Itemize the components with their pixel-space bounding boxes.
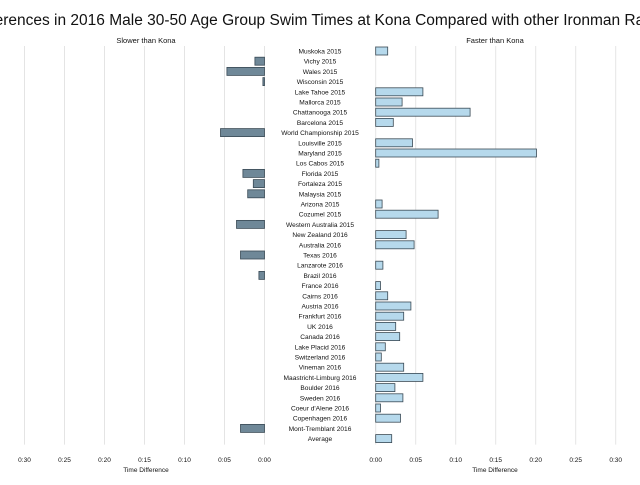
category-label: Maryland 2015: [298, 151, 342, 158]
category-label: Canada 2016: [300, 334, 340, 341]
category-label: Texas 2016: [303, 253, 337, 260]
category-label: Coeur d'Alene 2016: [291, 406, 349, 413]
bar-faster: [375, 434, 393, 444]
bar-faster: [375, 230, 407, 240]
category-label: Boulder 2016: [300, 385, 340, 392]
right-xlabel: Time Difference: [472, 467, 518, 474]
category-label: Vineman 2016: [299, 365, 342, 372]
category-label: Austria 2016: [301, 304, 338, 311]
bar-faster: [375, 362, 405, 372]
bar-faster: [375, 321, 397, 331]
left-tick-label: 0:25: [58, 457, 71, 464]
bar-faster: [375, 87, 424, 97]
category-label: Muskoka 2015: [299, 49, 342, 56]
category-label: Barcelona 2015: [297, 120, 344, 127]
category-label: Average: [308, 436, 333, 443]
left-tick-label: 0:05: [218, 457, 231, 464]
right-tick-label: 0:30: [609, 457, 622, 464]
left-xlabel: Time Difference: [123, 467, 169, 474]
bar-faster: [375, 403, 381, 413]
bar-slower: [236, 219, 265, 229]
right-tick-label: 0:00: [369, 457, 382, 464]
category-label: Fortaleza 2015: [298, 181, 342, 188]
left-tick-label: 0:00: [258, 457, 271, 464]
category-label: Florida 2015: [302, 171, 339, 178]
bar-faster: [375, 352, 382, 362]
bar-faster: [375, 199, 383, 209]
bar-slower: [258, 270, 265, 280]
bar-faster: [375, 107, 471, 117]
category-label: Los Cabos 2015: [296, 161, 344, 168]
category-label: Lanzarote 2016: [297, 263, 343, 270]
bar-faster: [375, 158, 380, 168]
category-label: Maastricht-Limburg 2016: [284, 375, 357, 382]
category-label: Brazil 2016: [304, 273, 337, 280]
right-tick-label: 0:20: [529, 457, 542, 464]
category-label: New Zealand 2016: [292, 232, 348, 239]
bar-faster: [375, 148, 537, 158]
bar-slower: [254, 56, 265, 66]
bar-faster: [375, 97, 403, 107]
right-tick-label: 0:10: [449, 457, 462, 464]
left-subtitle: Slower than Kona: [116, 36, 176, 45]
left-tick-label: 0:10: [178, 457, 191, 464]
bar-faster: [375, 311, 405, 321]
bar-slower: [242, 168, 265, 178]
bar-faster: [375, 413, 401, 423]
category-label: Arizona 2015: [301, 202, 340, 209]
chart-title: Differences in 2016 Male 30-50 Age Group…: [0, 12, 640, 29]
left-tick-label: 0:20: [98, 457, 111, 464]
bar-faster: [375, 301, 412, 311]
right-subtitle: Faster than Kona: [466, 36, 524, 45]
left-tick-label: 0:30: [18, 457, 31, 464]
category-label: UK 2016: [307, 324, 333, 331]
bar-faster: [375, 342, 386, 352]
bar-faster: [375, 281, 381, 291]
bar-faster: [375, 393, 404, 403]
bar-faster: [375, 332, 401, 342]
category-label: France 2016: [301, 283, 338, 290]
category-label: Frankfurt 2016: [299, 314, 342, 321]
bar-faster: [375, 240, 415, 250]
bar-faster: [375, 372, 424, 382]
bar-slower: [247, 189, 265, 199]
category-label: Lake Tahoe 2015: [295, 89, 346, 96]
category-label: Lake Placid 2016: [295, 344, 346, 351]
category-label: Cozumel 2015: [299, 212, 342, 219]
bar-faster: [375, 383, 396, 393]
category-label: Sweden 2016: [300, 395, 341, 402]
category-label: Wisconsin 2015: [297, 79, 344, 86]
bar-faster: [375, 46, 389, 56]
bar-slower: [220, 128, 265, 138]
category-label: Copenhagen 2016: [293, 416, 348, 423]
bar-slower: [226, 67, 265, 76]
bar-faster: [375, 291, 389, 301]
category-label: Mont-Tremblant 2016: [289, 426, 352, 433]
category-label: Louisville 2015: [298, 140, 342, 147]
category-label: Cairns 2016: [302, 293, 338, 300]
bar-slower: [240, 423, 265, 433]
right-tick-label: 0:15: [489, 457, 502, 464]
category-label: Chattanooga 2015: [293, 110, 348, 117]
category-label: Wales 2015: [303, 69, 338, 76]
category-label: Western Australia 2015: [286, 222, 354, 229]
right-tick-label: 0:25: [569, 457, 582, 464]
category-label: Australia 2016: [299, 242, 341, 249]
bar-faster: [375, 118, 394, 127]
bar-faster: [375, 209, 439, 219]
category-label: Mallorca 2015: [299, 100, 341, 107]
bar-slower: [262, 77, 265, 86]
category-label: World Championship 2015: [281, 130, 359, 137]
bar-faster: [375, 260, 384, 270]
left-tick-label: 0:15: [138, 457, 151, 464]
right-tick-label: 0:05: [409, 457, 422, 464]
category-label: Malaysia 2015: [299, 191, 342, 198]
category-label: Switzerland 2016: [295, 355, 346, 362]
category-label: Vichy 2015: [304, 59, 337, 66]
bar-slower: [252, 179, 265, 189]
bar-slower: [240, 250, 265, 260]
bar-faster: [375, 138, 413, 148]
